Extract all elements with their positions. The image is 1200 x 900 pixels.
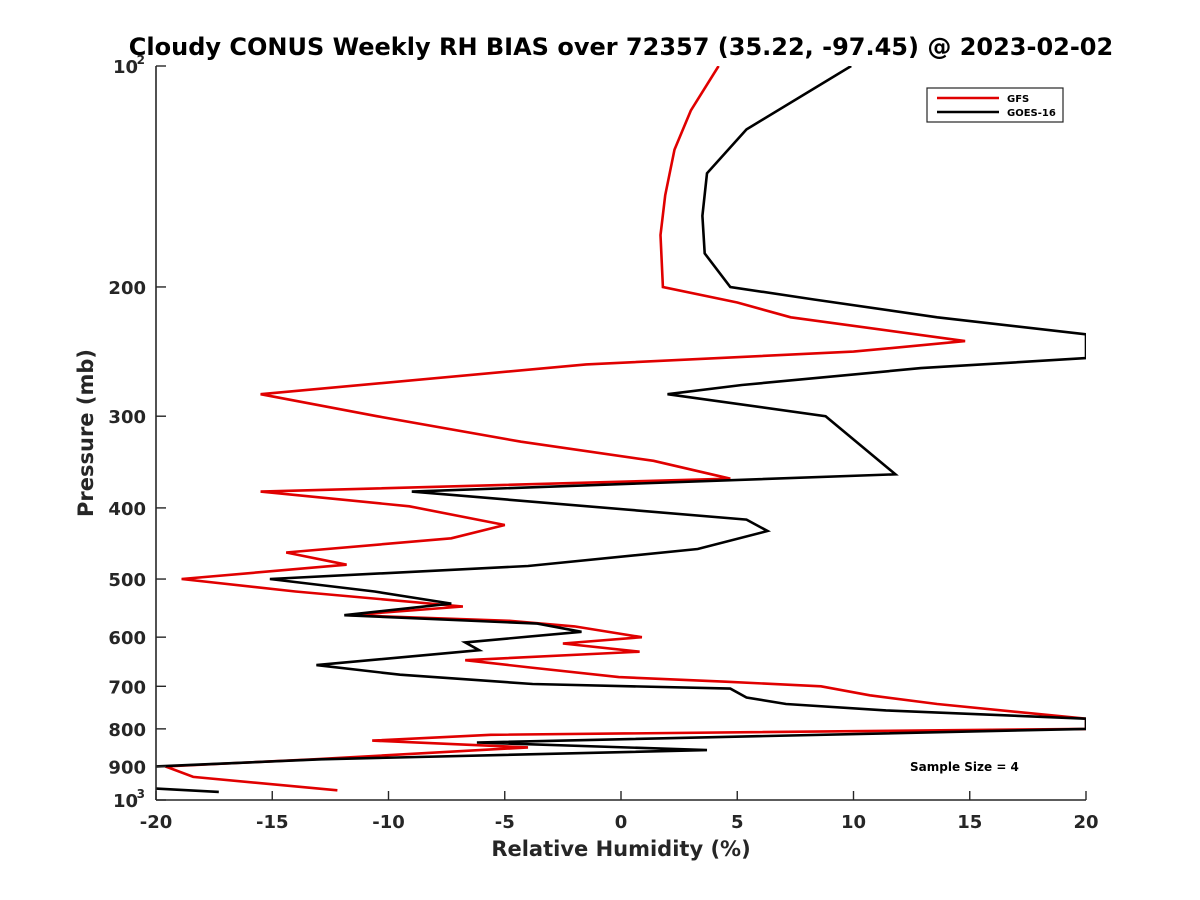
x-tick-label: -10 — [372, 812, 405, 833]
y-tick-label: 700 — [108, 677, 146, 698]
axes: -20 -15 -10 -5 0 5 10 15 20102200300400500600700… — [108, 53, 1098, 833]
y-tick-label-base: 600 — [108, 628, 146, 649]
y-tick-label-exponent: 3 — [137, 787, 145, 801]
y-axis-label: Pressure (mb) — [74, 349, 98, 517]
y-tick-label-base: 500 — [108, 570, 146, 591]
y-tick-label: 600 — [108, 628, 146, 649]
y-tick-label: 103 — [113, 787, 145, 812]
y-tick-label-base: 900 — [108, 757, 146, 778]
legend-label-goes-16: GOES-16 — [1007, 108, 1056, 119]
y-tick-label: 500 — [108, 570, 146, 591]
legend-box — [926, 87, 1064, 123]
y-tick-label: 200 — [108, 278, 146, 299]
x-tick-label: 0 — [615, 812, 628, 833]
y-tick-label: 102 — [113, 53, 145, 78]
x-tick-label: 15 — [957, 812, 982, 833]
x-tick-label: 10 — [841, 812, 866, 833]
series-gfs-line — [164, 66, 1086, 792]
series-goes-16-line — [156, 66, 1086, 768]
y-tick-label-base: 400 — [108, 499, 146, 520]
y-tick-label: 300 — [108, 407, 146, 428]
sample-size-annotation: Sample Size = 4 — [910, 760, 1019, 774]
y-tick-label-base: 200 — [108, 278, 146, 299]
y-tick-label: 400 — [108, 499, 146, 520]
x-tick-label: -20 — [140, 812, 173, 833]
plot-series — [156, 66, 1086, 794]
legend: GFS GOES-16 — [926, 87, 1064, 123]
x-tick-label: 5 — [731, 812, 744, 833]
chart-title: Cloudy CONUS Weekly RH BIAS over 72357 (… — [129, 33, 1113, 61]
legend-label-gfs: GFS — [1007, 94, 1029, 105]
y-tick-label: 900 — [108, 757, 146, 778]
x-tick-label: 20 — [1073, 812, 1098, 833]
y-tick-label-exponent: 2 — [137, 53, 145, 67]
series-2-line — [156, 787, 219, 794]
x-tick-label: -5 — [495, 812, 515, 833]
y-tick-label-base: 300 — [108, 407, 146, 428]
y-tick-label: 800 — [108, 720, 146, 741]
y-tick-label-base: 700 — [108, 677, 146, 698]
x-axis-label: Relative Humidity (%) — [491, 837, 750, 861]
y-tick-label-base: 10 — [113, 57, 138, 78]
x-tick-label: -15 — [256, 812, 289, 833]
y-tick-label-base: 10 — [113, 791, 138, 812]
y-tick-label-base: 800 — [108, 720, 146, 741]
